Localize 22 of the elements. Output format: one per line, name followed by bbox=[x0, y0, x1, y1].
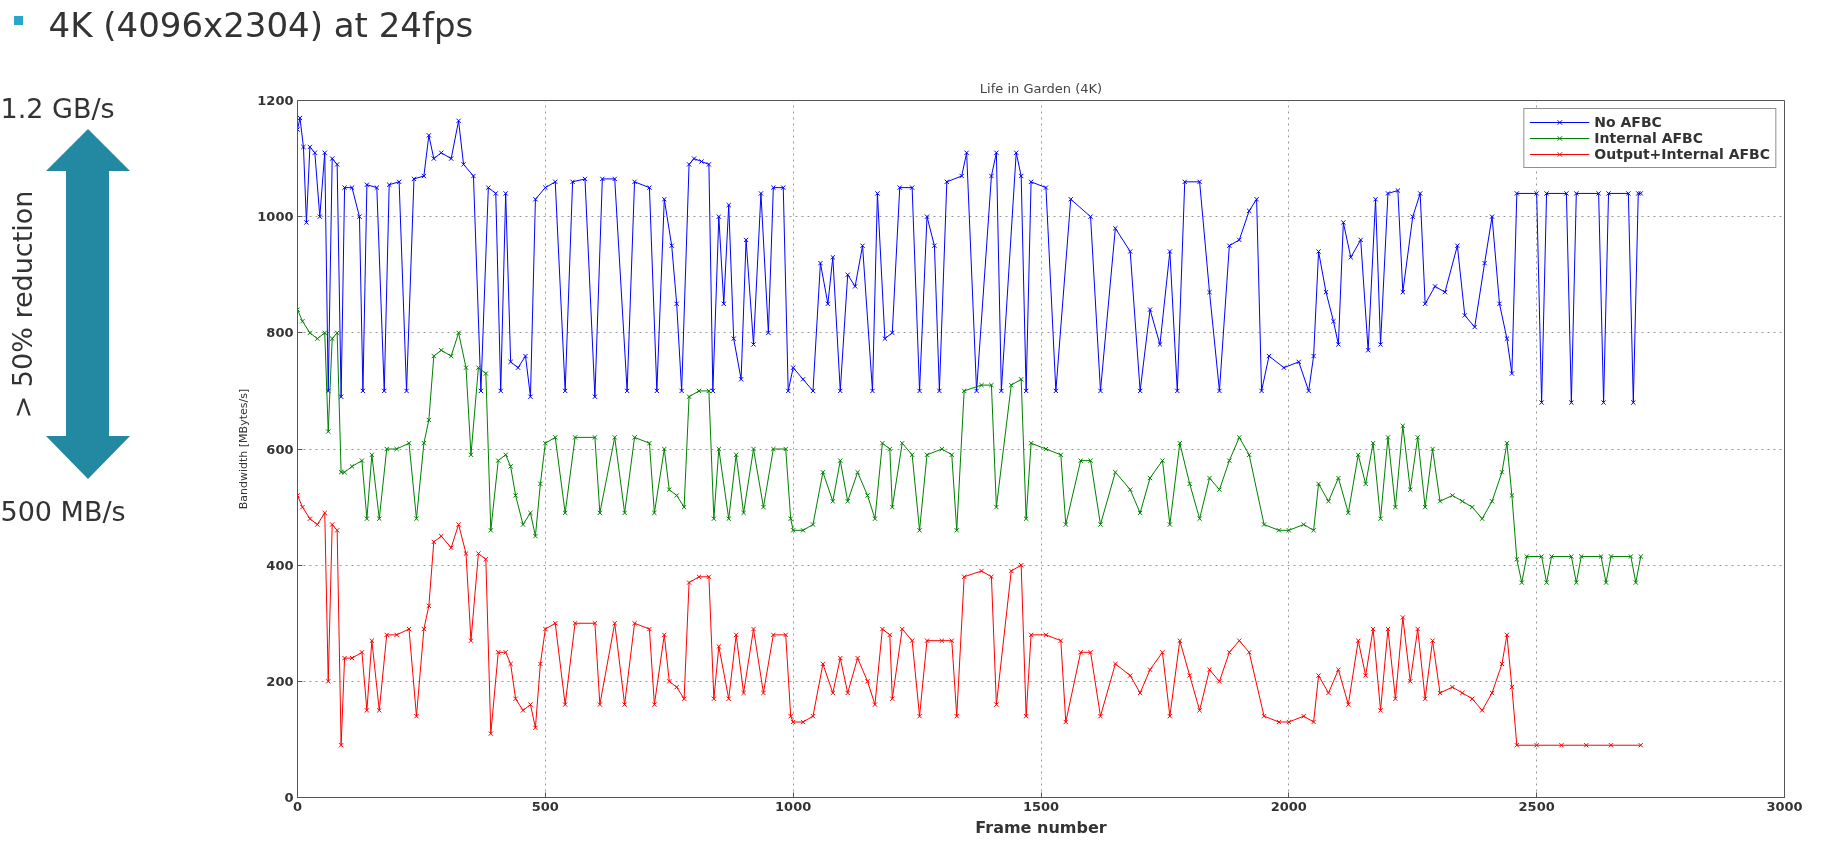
y-tick-label: 200 bbox=[266, 673, 294, 689]
text: > 50% reduction bbox=[7, 190, 38, 419]
x-axis-title: Frame number bbox=[975, 817, 1107, 837]
text: 4K (4096x2304) at 24fps bbox=[48, 4, 474, 45]
x-tick-label: 500 bbox=[531, 798, 559, 814]
x-tick-label: 2000 bbox=[1270, 798, 1307, 814]
x-tick-label: 1500 bbox=[1022, 798, 1060, 814]
legend-label: Output+Internal AFBC bbox=[1594, 146, 1770, 162]
legend-label: Internal AFBC bbox=[1594, 130, 1704, 146]
y-tick-label: 800 bbox=[266, 325, 294, 341]
y-tick-label: 1000 bbox=[257, 209, 294, 225]
x-tick-label: 3000 bbox=[1766, 798, 1803, 814]
y-tick-label: 400 bbox=[266, 557, 294, 573]
y-axis-title: Bandwidth [MBytes/s] bbox=[237, 388, 251, 510]
text: 1.2 GB/s bbox=[0, 93, 115, 124]
y-tick-label: 1200 bbox=[257, 93, 294, 108]
x-tick-label: 2500 bbox=[1518, 798, 1555, 814]
x-tick-label: 1000 bbox=[775, 798, 812, 814]
legend-label: No AFBC bbox=[1594, 114, 1662, 130]
text: 500 MB/s bbox=[0, 496, 126, 527]
y-tick-label: 600 bbox=[266, 441, 294, 457]
chart-title: Life in Garden (4K) bbox=[979, 80, 1103, 96]
